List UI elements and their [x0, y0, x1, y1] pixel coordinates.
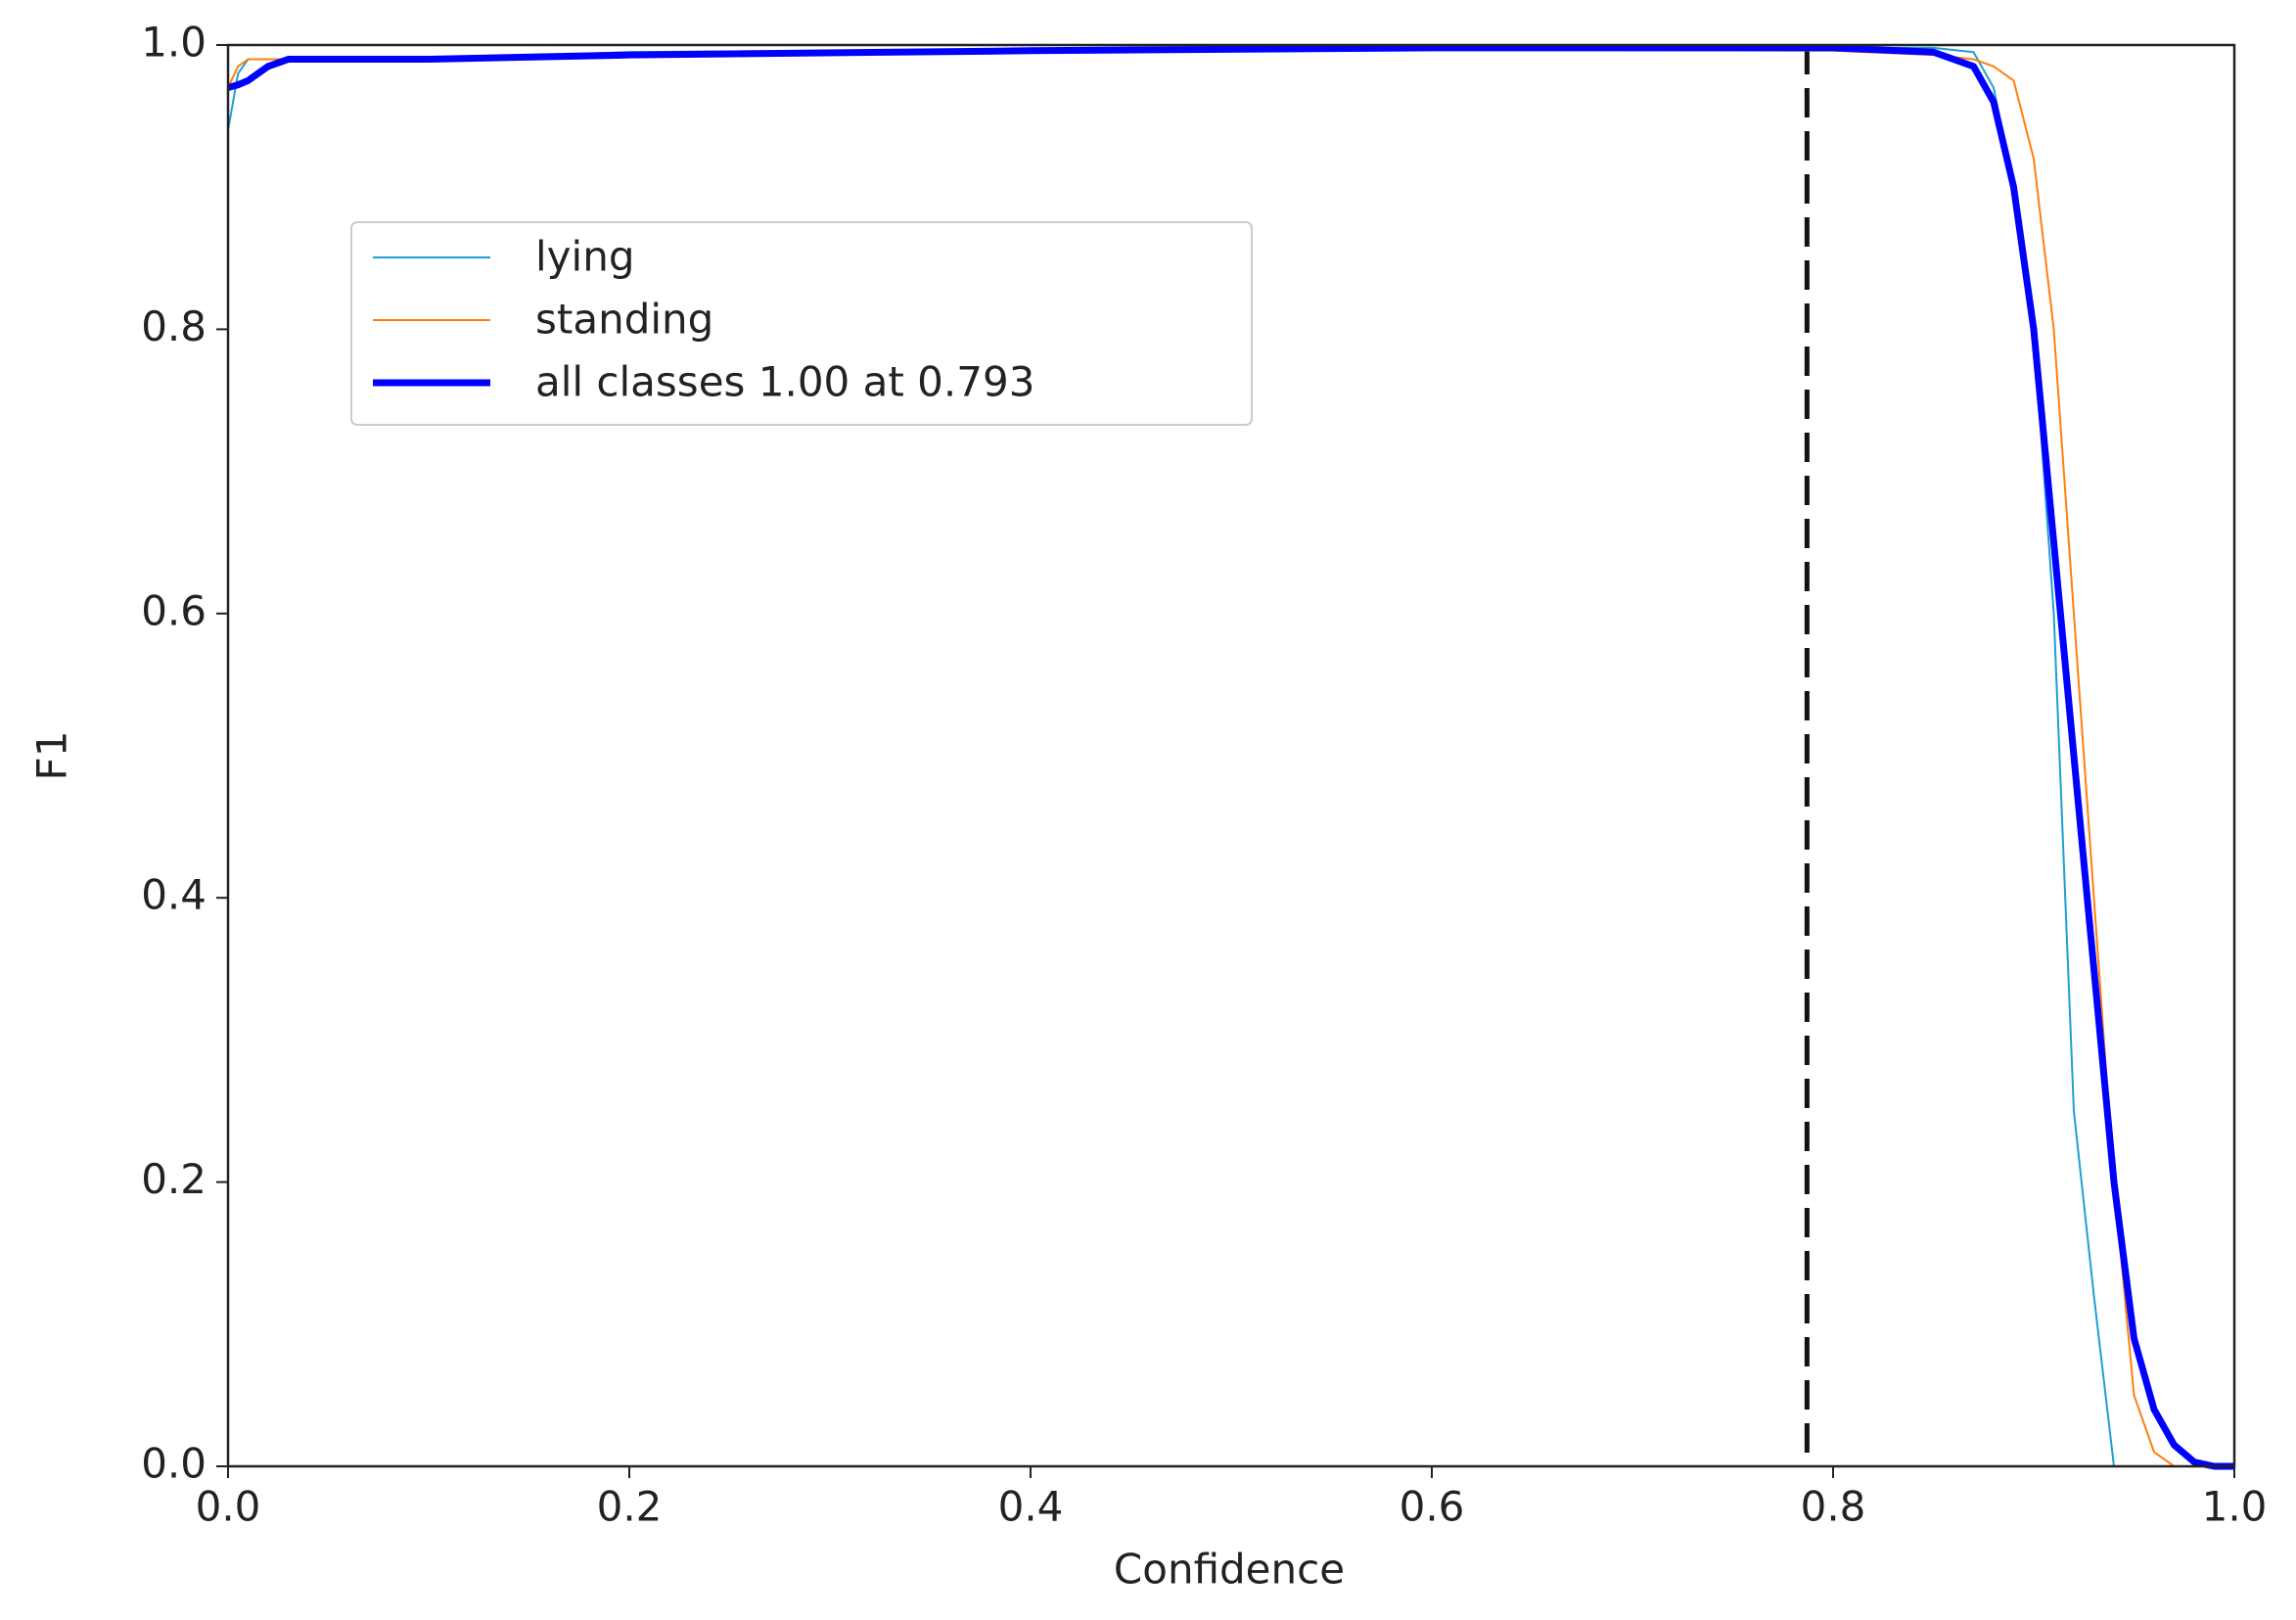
legend-label: standing [535, 296, 713, 344]
series-line [227, 44, 2234, 1470]
x-tick-label: 0.2 [597, 1483, 663, 1531]
x-tick-label: 0.6 [1400, 1483, 1465, 1531]
y-tick-label: 0.2 [141, 1155, 207, 1203]
legend-box [350, 221, 1253, 426]
x-tick-label: 1.0 [2202, 1483, 2268, 1531]
y-tick-label: 0.0 [141, 1440, 207, 1488]
y-axis-label: F1 [28, 731, 76, 781]
legend-label: all classes 1.00 at 0.793 [535, 358, 1034, 406]
x-axis-label: Confidence [1114, 1546, 1345, 1594]
x-tick-label: 0.8 [1801, 1483, 1866, 1531]
x-tick-label: 0.4 [998, 1483, 1064, 1531]
y-tick-label: 0.6 [141, 586, 207, 634]
plot-frame [226, 43, 2236, 1468]
x-tick-label: 0.0 [196, 1483, 261, 1531]
y-tick-label: 0.4 [141, 871, 207, 919]
y-tick-label: 0.8 [141, 302, 207, 350]
legend-label: lying [535, 233, 634, 281]
y-tick-label: 1.0 [141, 19, 207, 67]
